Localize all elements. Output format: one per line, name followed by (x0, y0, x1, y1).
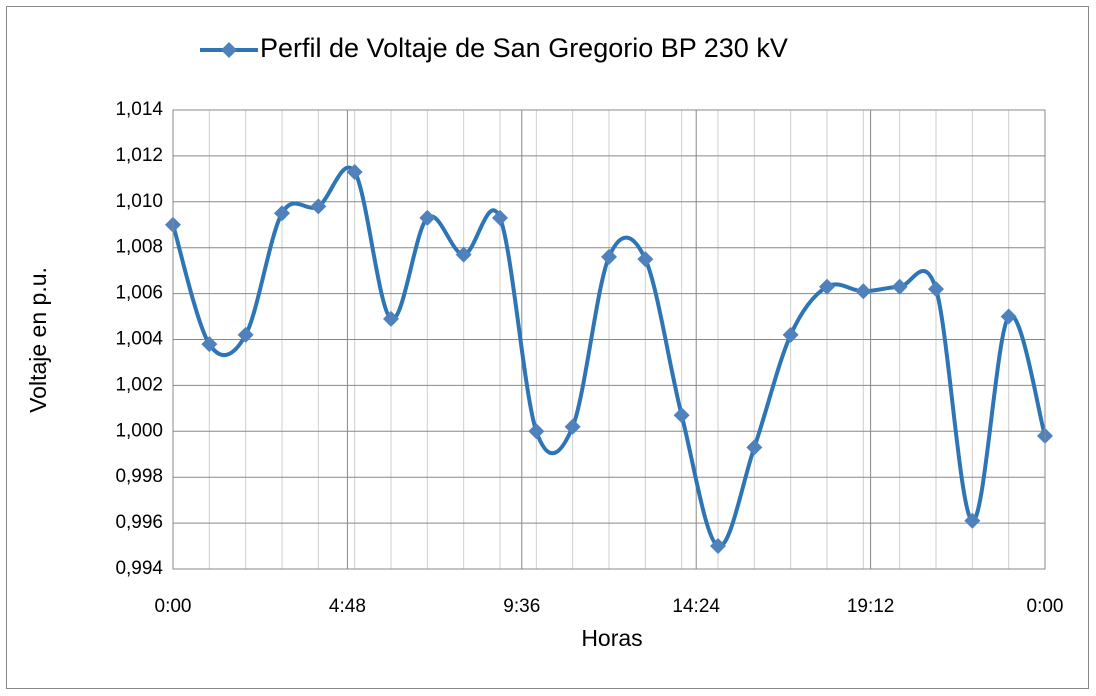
marker (455, 246, 472, 263)
marker (274, 205, 290, 222)
y-tick-label: 1,008 (115, 237, 163, 258)
marker (310, 198, 327, 215)
y-tick-label: 0,994 (115, 558, 163, 579)
marker (928, 281, 944, 298)
marker (201, 336, 218, 353)
y-tick-label: 1,002 (115, 374, 163, 395)
x-tick-label: 9:36 (503, 596, 540, 617)
marker (237, 326, 254, 343)
marker (601, 248, 617, 265)
x-tick-label: 4:48 (329, 596, 366, 617)
chart-border (6, 6, 1089, 689)
marker (492, 209, 508, 226)
legend-marker (221, 42, 237, 58)
x-tick-label: 14:24 (672, 596, 720, 617)
marker (419, 209, 436, 226)
y-tick-label: 1,006 (115, 283, 163, 304)
marker (964, 512, 981, 529)
legend-label: Perfil de Voltaje de San Gregorio BP 230… (260, 33, 788, 63)
plot-border (172, 109, 1046, 570)
marker (383, 310, 399, 327)
y-tick-label: 1,004 (115, 329, 163, 350)
marker (710, 538, 726, 555)
y-tick-label: 0,998 (115, 466, 163, 487)
x-tick-label: 0:00 (1027, 596, 1064, 617)
marker (528, 423, 545, 440)
marker (746, 439, 763, 456)
marker (891, 278, 908, 295)
y-tick-label: 0,996 (115, 512, 163, 533)
marker (855, 283, 872, 300)
y-tick-label: 1,014 (115, 99, 163, 120)
y-tick-label: 1,010 (115, 191, 163, 212)
x-tick-label: 19:12 (847, 596, 895, 617)
marker (782, 326, 799, 343)
marker (819, 278, 835, 295)
marker (673, 407, 690, 424)
y-tick-label: 1,012 (115, 145, 163, 166)
marker (637, 251, 654, 268)
x-tick-label: 0:00 (155, 596, 192, 617)
y-axis-label: Voltaje en p.u. (25, 267, 51, 413)
marker (1000, 308, 1017, 325)
x-axis-label: Horas (581, 625, 642, 651)
marker (564, 418, 581, 435)
y-tick-label: 1,000 (115, 420, 163, 441)
marker (346, 163, 363, 180)
